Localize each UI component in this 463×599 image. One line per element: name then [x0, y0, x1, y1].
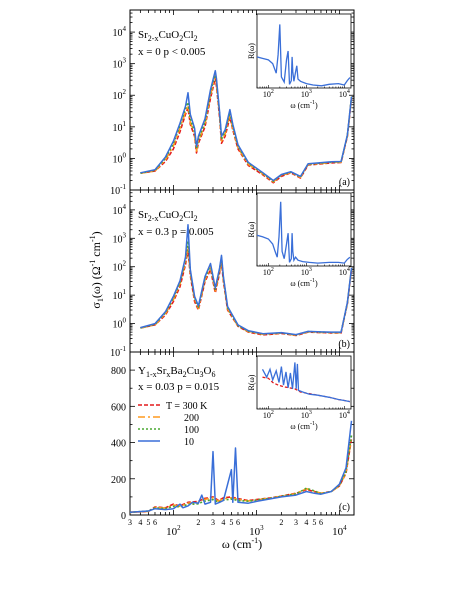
x-axis-label: ω (cm-1): [222, 536, 262, 551]
inset-x-tick-label: 104: [339, 89, 350, 99]
y-tick-label: 10-1: [110, 345, 126, 359]
inset-x-tick-label: 103: [301, 267, 312, 277]
inset-x-tick-label: 102: [263, 267, 274, 277]
inset-x-tick-label: 104: [339, 410, 350, 420]
inset-xlabel: ω (cm-1): [290, 100, 318, 110]
inset: R(ω) 102 103 104 ω (cm-1): [247, 355, 352, 431]
inset-series-group: [257, 201, 351, 264]
params-line: x = 0 p < 0.005: [138, 46, 206, 58]
inset-series-group: [257, 24, 351, 87]
series-line-10: [140, 69, 353, 182]
y-tick-label: 103: [113, 231, 127, 245]
series-line-10: [130, 420, 353, 514]
inset-frame: [256, 355, 352, 410]
inset-xlabel: ω (cm-1): [290, 421, 318, 431]
series-line-200: [140, 74, 353, 183]
material-formula: Y1-xSrxBa2Cu3O6: [138, 365, 215, 379]
x-minor-tick-label: 6: [153, 518, 157, 527]
inset-frame: [256, 192, 352, 267]
inset-series-line: [261, 362, 351, 403]
x-tick-label: 104: [332, 524, 347, 538]
inset-ylabel: R(ω): [247, 374, 256, 390]
panel-a: 10-1 100 101 102 103 104 Sr2-xCuO2Cl2 x = 0 p <…: [110, 9, 355, 197]
x-tick-label: 102: [166, 524, 181, 538]
y-tick-label: 103: [113, 57, 127, 71]
y-tick-label: 400: [111, 439, 126, 450]
series-group: [140, 69, 353, 184]
series-line-200: [130, 436, 353, 514]
y-tick-label: 600: [111, 402, 126, 413]
inset-x-tick-label: 103: [301, 410, 312, 420]
legend-label: 200: [184, 413, 199, 424]
y-tick-label: 800: [111, 366, 126, 377]
x-minor-tick-label: 4: [304, 518, 308, 527]
panel-label: (b): [338, 339, 350, 350]
y-tick-label: 10-1: [110, 183, 126, 197]
y-tick-label: 102: [113, 88, 127, 102]
y-tick-label: 104: [113, 203, 127, 217]
inset-xlabel: ω (cm-1): [290, 278, 318, 288]
x-minor-tick-label: 5: [146, 518, 150, 527]
y-tick-label: 0: [121, 511, 126, 522]
series-line-300-K: [140, 77, 353, 184]
panel-label: (c): [339, 502, 350, 513]
inset-series-line: [257, 24, 351, 87]
panel-c: 0 200 400 600 800 Y1-xSrxBa2Cu3O6 x = 0.03 p =…: [111, 351, 355, 538]
x-minor-tick-label: 4: [221, 518, 225, 527]
x-minor-tick-label: 6: [236, 518, 240, 527]
panel-label: (a): [339, 177, 350, 188]
x-minor-tick-label: 3: [128, 518, 132, 527]
inset-series-group: [261, 362, 351, 403]
series-group: [130, 420, 353, 514]
y-tick-label: 101: [113, 120, 127, 134]
y-tick-label: 100: [113, 317, 127, 331]
inset-frame: [256, 13, 352, 89]
params-line: x = 0.03 p = 0.015: [138, 381, 220, 393]
material-formula: Sr2-xCuO2Cl2: [138, 29, 198, 43]
x-minor-tick-label: 2: [279, 518, 283, 527]
inset-x-tick-label: 103: [301, 89, 312, 99]
material-formula: Sr2-xCuO2Cl2: [138, 209, 198, 223]
inset-x-tick-label: 104: [339, 267, 350, 277]
inset-ylabel: R(ω): [247, 221, 256, 237]
legend-label: 10: [184, 437, 194, 448]
panel-b: 10-1 100 101 102 103 104 Sr2-xCuO2Cl2 x = 0.3 p…: [110, 189, 355, 359]
y-tick-label: 200: [111, 475, 126, 486]
legend-label: T = 300 K: [166, 401, 208, 412]
plot-frame: [129, 351, 355, 516]
series-line-10: [140, 223, 353, 336]
inset: R(ω) 102 103 104 ω (cm-1): [247, 192, 352, 288]
x-minor-tick-label: 5: [312, 518, 316, 527]
x-minor-tick-label: 2: [196, 518, 200, 527]
inset: R(ω) 102 103 104 ω (cm-1): [247, 13, 352, 110]
y-axis-label: σ1(ω) (Ω-1 cm-1): [88, 231, 105, 308]
y-tick-label: 100: [113, 151, 127, 165]
series-line-300-K: [130, 438, 353, 514]
inset-series-line: [257, 201, 351, 264]
x-minor-tick-label: 4: [138, 518, 142, 527]
inset-x-tick-label: 102: [263, 89, 274, 99]
x-minor-tick-label: 5: [229, 518, 233, 527]
x-minor-tick-label: 3: [211, 518, 215, 527]
y-tick-label: 104: [113, 25, 127, 39]
series-group: [140, 223, 353, 337]
series-line-100: [140, 72, 353, 182]
y-tick-label: 101: [113, 288, 127, 302]
inset-x-tick-label: 102: [263, 410, 274, 420]
x-minor-tick-label: 3: [294, 518, 298, 527]
y-tick-label: 102: [113, 260, 127, 274]
x-minor-tick-label: 6: [319, 518, 323, 527]
x-tick-label: 103: [249, 524, 264, 538]
series-line-100: [130, 435, 353, 514]
legend-label: 100: [184, 425, 199, 436]
params-line: x = 0.3 p = 0.005: [138, 226, 214, 238]
inset-ylabel: R(ω): [247, 43, 256, 59]
